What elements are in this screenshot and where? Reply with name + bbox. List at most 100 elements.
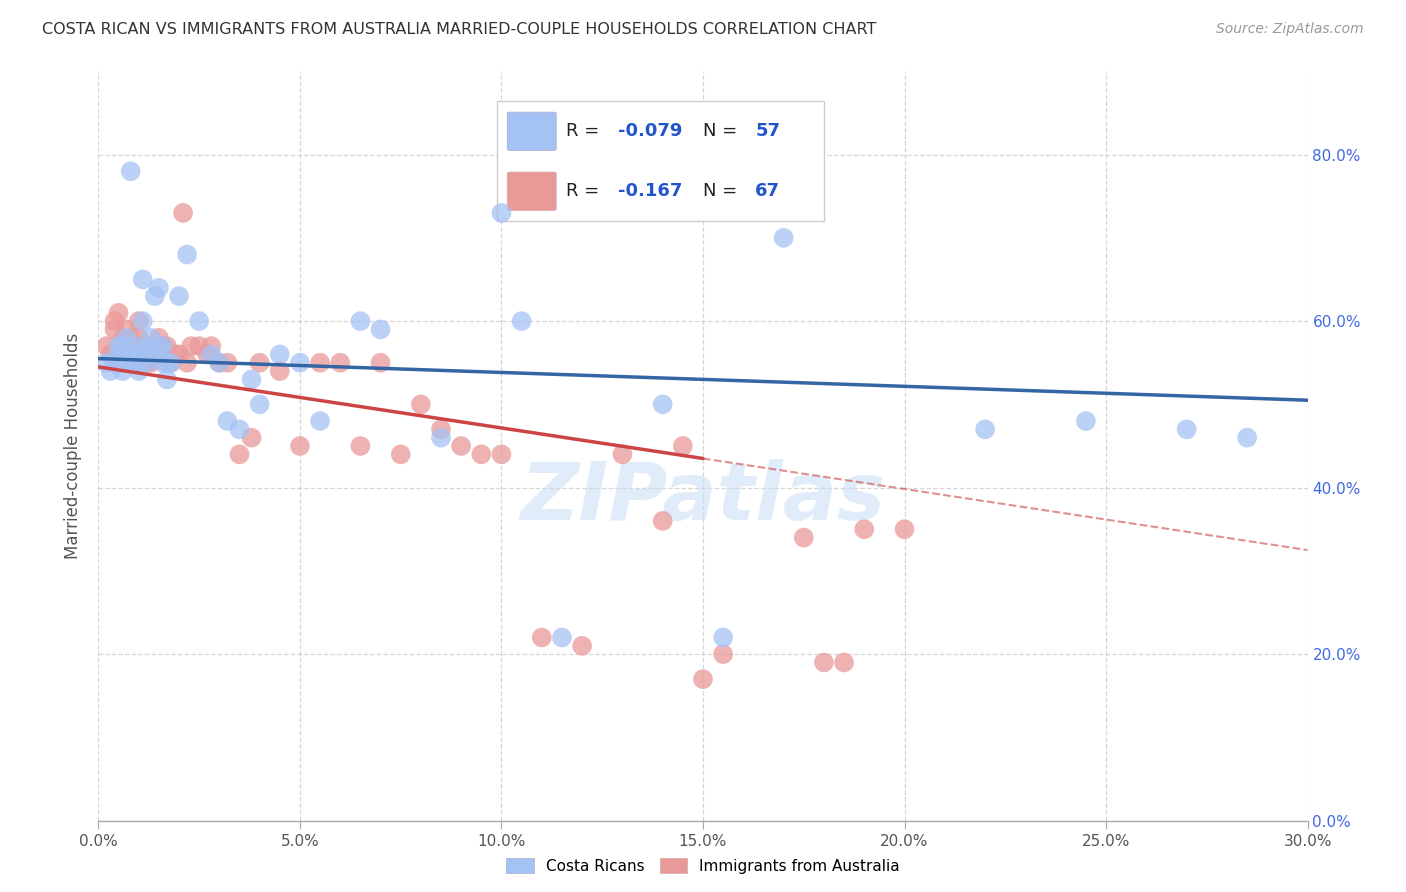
Point bbox=[349, 314, 371, 328]
Point bbox=[510, 314, 533, 328]
Point bbox=[115, 322, 138, 336]
Point bbox=[249, 397, 271, 411]
Point bbox=[111, 347, 134, 361]
Point bbox=[288, 439, 311, 453]
Point bbox=[132, 339, 155, 353]
Point bbox=[430, 431, 453, 445]
Point bbox=[217, 414, 239, 428]
Point bbox=[491, 447, 513, 461]
Point bbox=[813, 656, 835, 670]
Point bbox=[167, 289, 190, 303]
Point bbox=[217, 356, 239, 370]
Point bbox=[176, 356, 198, 370]
Point bbox=[163, 347, 186, 361]
Point bbox=[135, 356, 157, 370]
Point bbox=[96, 339, 118, 353]
Y-axis label: Married-couple Households: Married-couple Households bbox=[65, 333, 83, 559]
Point bbox=[107, 339, 129, 353]
Point bbox=[148, 339, 170, 353]
Legend: Costa Ricans, Immigrants from Australia: Costa Ricans, Immigrants from Australia bbox=[501, 852, 905, 880]
Point bbox=[100, 364, 122, 378]
Point bbox=[172, 206, 194, 220]
Point bbox=[156, 356, 179, 370]
Point bbox=[135, 356, 157, 370]
Point bbox=[111, 364, 134, 378]
Point bbox=[893, 522, 915, 536]
Point bbox=[409, 397, 432, 411]
Point bbox=[269, 347, 291, 361]
Point bbox=[269, 364, 291, 378]
Point bbox=[96, 356, 118, 370]
Point bbox=[124, 339, 146, 353]
Point bbox=[132, 314, 155, 328]
Point bbox=[240, 372, 263, 386]
Point bbox=[228, 447, 250, 461]
Point bbox=[309, 414, 332, 428]
Point bbox=[148, 331, 170, 345]
Point bbox=[571, 639, 593, 653]
Point bbox=[156, 372, 179, 386]
Point bbox=[329, 356, 352, 370]
Point bbox=[530, 631, 553, 645]
Point bbox=[143, 339, 166, 353]
Text: ZIPatlas: ZIPatlas bbox=[520, 459, 886, 538]
Point bbox=[100, 347, 122, 361]
Point bbox=[711, 631, 734, 645]
Point bbox=[139, 356, 162, 370]
Point bbox=[120, 331, 142, 345]
Point bbox=[167, 347, 190, 361]
Point bbox=[974, 422, 997, 436]
Point bbox=[195, 347, 218, 361]
Point bbox=[208, 356, 231, 370]
Point bbox=[188, 314, 211, 328]
Text: Source: ZipAtlas.com: Source: ZipAtlas.com bbox=[1216, 22, 1364, 37]
Point bbox=[120, 356, 142, 370]
Point bbox=[120, 339, 142, 353]
Point bbox=[389, 447, 412, 461]
Point bbox=[288, 356, 311, 370]
Point bbox=[107, 356, 129, 370]
Point bbox=[139, 339, 162, 353]
Point bbox=[111, 339, 134, 353]
Point bbox=[200, 347, 222, 361]
Point bbox=[107, 347, 129, 361]
Point bbox=[143, 347, 166, 361]
Point bbox=[370, 356, 392, 370]
Point bbox=[200, 339, 222, 353]
Point bbox=[793, 531, 815, 545]
Point bbox=[139, 331, 162, 345]
Point bbox=[160, 356, 183, 370]
Point bbox=[160, 356, 183, 370]
Point bbox=[370, 322, 392, 336]
Point bbox=[651, 397, 673, 411]
Point bbox=[430, 422, 453, 436]
Point bbox=[103, 356, 125, 370]
Point bbox=[148, 347, 170, 361]
Point bbox=[772, 231, 794, 245]
Point bbox=[115, 347, 138, 361]
Point bbox=[152, 339, 174, 353]
Point bbox=[143, 347, 166, 361]
Text: COSTA RICAN VS IMMIGRANTS FROM AUSTRALIA MARRIED-COUPLE HOUSEHOLDS CORRELATION C: COSTA RICAN VS IMMIGRANTS FROM AUSTRALIA… bbox=[42, 22, 876, 37]
Point bbox=[103, 314, 125, 328]
Point bbox=[115, 347, 138, 361]
Point bbox=[135, 339, 157, 353]
Point bbox=[692, 672, 714, 686]
Point bbox=[470, 447, 492, 461]
Point bbox=[128, 347, 150, 361]
Point bbox=[124, 339, 146, 353]
Point bbox=[1175, 422, 1198, 436]
Point bbox=[152, 339, 174, 353]
Point bbox=[832, 656, 855, 670]
Point bbox=[349, 439, 371, 453]
Point bbox=[208, 356, 231, 370]
Point bbox=[111, 331, 134, 345]
Point bbox=[128, 364, 150, 378]
Point bbox=[152, 356, 174, 370]
Point bbox=[180, 339, 202, 353]
Point bbox=[612, 447, 634, 461]
Point bbox=[128, 347, 150, 361]
Point bbox=[135, 339, 157, 353]
Point bbox=[120, 164, 142, 178]
Point bbox=[143, 289, 166, 303]
